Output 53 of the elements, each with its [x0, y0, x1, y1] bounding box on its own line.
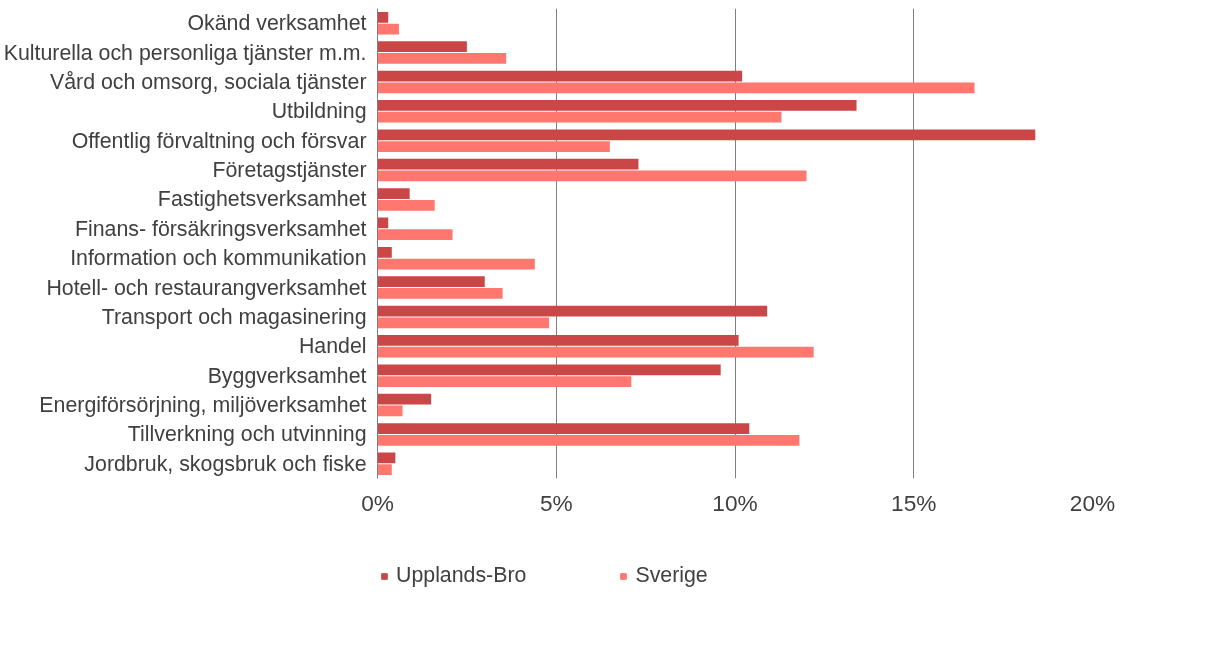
bar	[377, 434, 800, 446]
bar	[377, 364, 721, 376]
y-tick-label: Tillverkning och utvinning	[127, 422, 367, 447]
y-tick-label: Information och kommunikation	[70, 246, 367, 271]
y-tick-label: Byggverksamhet	[207, 363, 367, 388]
bar	[377, 111, 782, 123]
bar	[377, 305, 768, 317]
x-tick-label: 10%	[712, 489, 758, 516]
bar	[377, 53, 507, 64]
bar	[377, 229, 453, 241]
bar	[377, 335, 739, 346]
bar	[377, 41, 467, 53]
bar	[377, 129, 1036, 141]
bar	[377, 100, 857, 111]
x-tick-label: 20%	[1069, 489, 1116, 516]
y-tick-label: Fastighetsverksamhet	[157, 187, 367, 212]
y-tick-label: Finans- försäkringsverksamhet	[74, 216, 367, 241]
y-tick-label: Handel	[298, 334, 367, 359]
x-tick-label: 15%	[891, 489, 937, 516]
bar	[377, 317, 550, 329]
legend-label: Sverige	[635, 563, 708, 588]
bar	[377, 276, 485, 288]
y-tick-label: Transport och magasinering	[101, 304, 367, 329]
bar	[377, 158, 639, 170]
bar	[377, 199, 435, 211]
bar	[377, 423, 750, 434]
bar	[377, 170, 807, 182]
y-tick-label: Jordbruk, skogsbruk och fiske	[84, 451, 367, 476]
y-tick-label: Offentlig förvaltning och försvar	[71, 128, 367, 153]
y-tick-label: Företagstjänster	[212, 158, 367, 183]
bar	[377, 393, 432, 405]
bar	[377, 346, 814, 358]
bar	[377, 70, 743, 82]
bar	[377, 405, 403, 417]
bar	[377, 464, 392, 476]
y-tick-label: Energiförsörjning, miljöverksamhet	[39, 393, 367, 418]
bar	[377, 82, 975, 94]
y-tick-label: Hotell- och restaurangverksamhet	[46, 275, 367, 300]
bar	[377, 188, 410, 199]
bar	[377, 288, 503, 299]
y-tick-label: Okänd verksamhet	[187, 11, 367, 36]
bar	[377, 141, 610, 152]
x-tick-label: 0%	[361, 489, 394, 516]
x-tick-label: 5%	[539, 489, 573, 516]
y-tick-label: Utbildning	[271, 99, 367, 124]
bar	[377, 246, 392, 258]
bar	[377, 11, 389, 23]
legend-label: Upplands-Bro	[396, 563, 527, 588]
bar	[377, 258, 535, 270]
y-tick-label: Vård och omsorg, sociala tjänster	[49, 69, 367, 94]
y-tick-label: Kulturella och personliga tjänster m.m.	[3, 40, 367, 65]
bar	[377, 23, 399, 35]
bar	[377, 376, 632, 387]
